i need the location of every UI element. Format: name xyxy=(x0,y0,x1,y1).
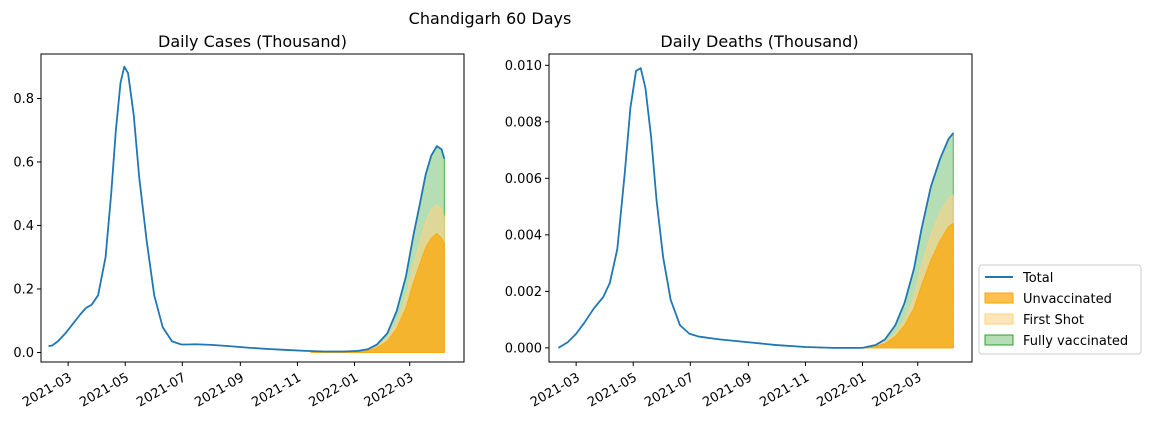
legend-label: Fully vaccinated xyxy=(1023,334,1128,349)
x-tick-label: 2021-03 xyxy=(20,370,75,410)
area-unvaccinated xyxy=(310,232,445,353)
legend-label: Unvaccinated xyxy=(1023,292,1112,307)
y-tick-label: 0.006 xyxy=(505,172,542,187)
legend-swatch-patch xyxy=(984,292,1014,304)
y-tick-label: 0.2 xyxy=(13,282,34,297)
x-tick-label: 2021-07 xyxy=(134,370,189,410)
x-tick-label: 2022-03 xyxy=(362,370,417,410)
plot-frame xyxy=(548,53,973,363)
chart-daily-cases: Daily Cases (Thousand) 0.0 0.2 0.4 0.6 0.8 20… xyxy=(13,32,465,411)
y-tick-label: 0.004 xyxy=(505,228,542,243)
legend-item: First Shot xyxy=(984,313,1084,328)
y-tick-label: 0.002 xyxy=(505,285,542,300)
x-tick-label: 2022-01 xyxy=(307,370,362,410)
series-line-total xyxy=(48,65,446,353)
x-tick-label: 2021-05 xyxy=(585,370,640,410)
y-tick-label: 0.008 xyxy=(505,115,542,130)
figure-suptitle: Chandigarh 60 Days xyxy=(409,9,572,28)
legend-item: Fully vaccinated xyxy=(984,334,1128,349)
y-tick-label: 0.6 xyxy=(13,155,34,170)
series-line-total xyxy=(557,67,954,349)
legend-label: Total xyxy=(1022,271,1053,286)
y-tick-label: 0.8 xyxy=(13,92,34,107)
x-tick-label: 2021-09 xyxy=(700,370,755,410)
legend: Total Unvaccinated First Shot Fully vacc… xyxy=(978,264,1142,355)
x-tick-label: 2021-07 xyxy=(642,370,697,410)
x-tick-label: 2022-03 xyxy=(870,370,925,410)
legend-frame xyxy=(978,264,1142,355)
x-tick-label: 2021-11 xyxy=(249,370,304,410)
x-tick-label: 2021-05 xyxy=(77,370,132,410)
x-tick-label: 2021-11 xyxy=(757,370,812,410)
legend-label: First Shot xyxy=(1023,313,1084,328)
x-tick-label: 2021-09 xyxy=(192,370,247,410)
chart-title: Daily Cases (Thousand) xyxy=(158,32,347,51)
x-tick-label: 2022-01 xyxy=(815,370,870,410)
y-tick-label: 0.0 xyxy=(13,346,34,361)
legend-swatch-patch xyxy=(984,334,1014,346)
x-tick-label: 2021-03 xyxy=(528,370,583,410)
chart-title: Daily Deaths (Thousand) xyxy=(660,32,858,51)
plot-frame xyxy=(40,53,465,363)
y-tick-label: 0.4 xyxy=(13,219,34,234)
y-tick-label: 0.010 xyxy=(505,59,542,74)
y-tick-label: 0.000 xyxy=(505,341,542,356)
legend-item: Unvaccinated xyxy=(984,292,1112,307)
legend-item: Total xyxy=(985,271,1053,286)
legend-swatch-patch xyxy=(984,313,1014,325)
chart-daily-deaths: Daily Deaths (Thousand) 0.000 0.002 0.004 0… xyxy=(505,32,973,411)
